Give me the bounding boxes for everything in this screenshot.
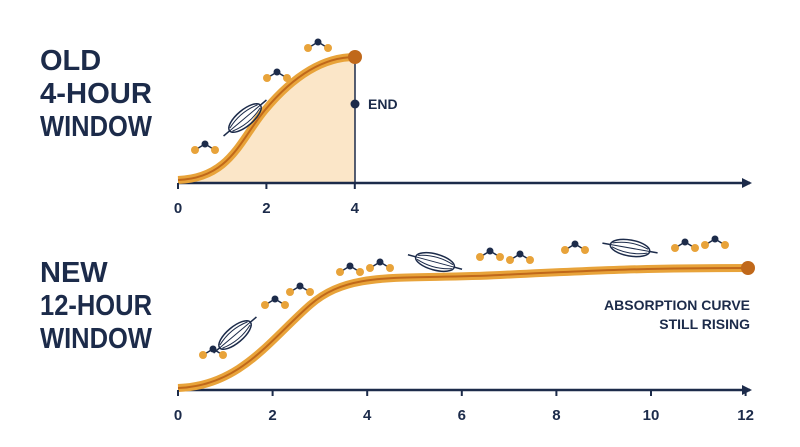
panel-title: WINDOW bbox=[40, 111, 153, 143]
tick-label: 8 bbox=[552, 407, 560, 424]
panel-title: WINDOW bbox=[40, 323, 153, 355]
panel-title: OLD bbox=[40, 45, 101, 77]
tick-label: 2 bbox=[262, 200, 270, 217]
molecule bbox=[335, 261, 365, 277]
annotation: ABSORPTION CURVE bbox=[604, 297, 750, 313]
tick-label: 0 bbox=[174, 200, 182, 217]
end-dot bbox=[348, 50, 362, 64]
tick-label: 6 bbox=[458, 407, 466, 424]
molecule bbox=[365, 257, 395, 273]
molecule bbox=[670, 237, 700, 253]
tick-label: 2 bbox=[268, 407, 276, 424]
annotation: STILL RISING bbox=[659, 316, 750, 332]
tick-label: 0 bbox=[174, 407, 182, 424]
old-panel bbox=[177, 37, 752, 188]
panel-title: 4-HOUR bbox=[40, 78, 152, 110]
molecule bbox=[505, 249, 535, 265]
panel-title: 12-HOUR bbox=[40, 290, 152, 322]
muscle-icon bbox=[600, 234, 660, 262]
molecule bbox=[475, 246, 505, 262]
tick-label: 10 bbox=[643, 407, 660, 424]
molecule bbox=[303, 37, 333, 53]
molecule bbox=[262, 67, 292, 83]
area-fill bbox=[178, 57, 355, 183]
molecule bbox=[700, 234, 730, 250]
molecule bbox=[260, 294, 290, 310]
curve-core bbox=[177, 56, 356, 181]
tick-label: 12 bbox=[737, 407, 754, 424]
panel-title: NEW bbox=[40, 257, 108, 289]
molecule bbox=[190, 139, 220, 155]
end-marker bbox=[350, 99, 360, 109]
end-label: END bbox=[368, 96, 398, 112]
curve-core bbox=[177, 267, 749, 389]
tick-label: 4 bbox=[363, 407, 372, 424]
molecule bbox=[560, 239, 590, 255]
tick-label: 4 bbox=[351, 200, 360, 217]
end-dot bbox=[741, 261, 755, 275]
molecule bbox=[285, 281, 315, 297]
